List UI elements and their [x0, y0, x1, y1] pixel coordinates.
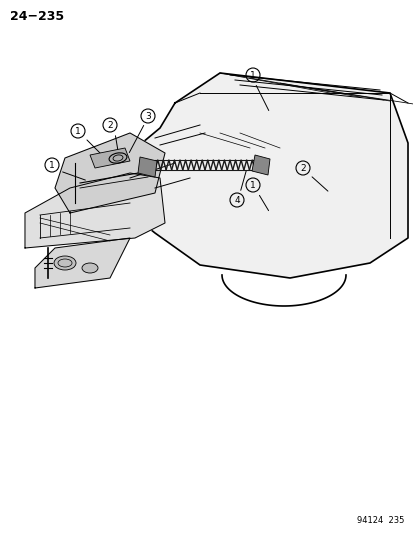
Polygon shape: [252, 155, 269, 175]
Polygon shape: [35, 238, 130, 288]
Polygon shape: [25, 173, 165, 248]
Text: 1: 1: [49, 160, 55, 169]
Text: 4: 4: [234, 196, 239, 205]
Text: 94124  235: 94124 235: [356, 516, 403, 525]
Polygon shape: [55, 133, 165, 213]
Text: 2: 2: [107, 120, 112, 130]
Text: 24−235: 24−235: [10, 10, 64, 23]
Text: 3: 3: [145, 111, 150, 120]
Text: 1: 1: [75, 126, 81, 135]
Polygon shape: [138, 157, 157, 177]
Polygon shape: [130, 73, 407, 278]
Text: 1: 1: [249, 70, 255, 79]
Text: 1: 1: [249, 181, 255, 190]
Polygon shape: [90, 148, 130, 168]
Text: 2: 2: [299, 164, 305, 173]
Ellipse shape: [54, 256, 76, 270]
Ellipse shape: [82, 263, 98, 273]
